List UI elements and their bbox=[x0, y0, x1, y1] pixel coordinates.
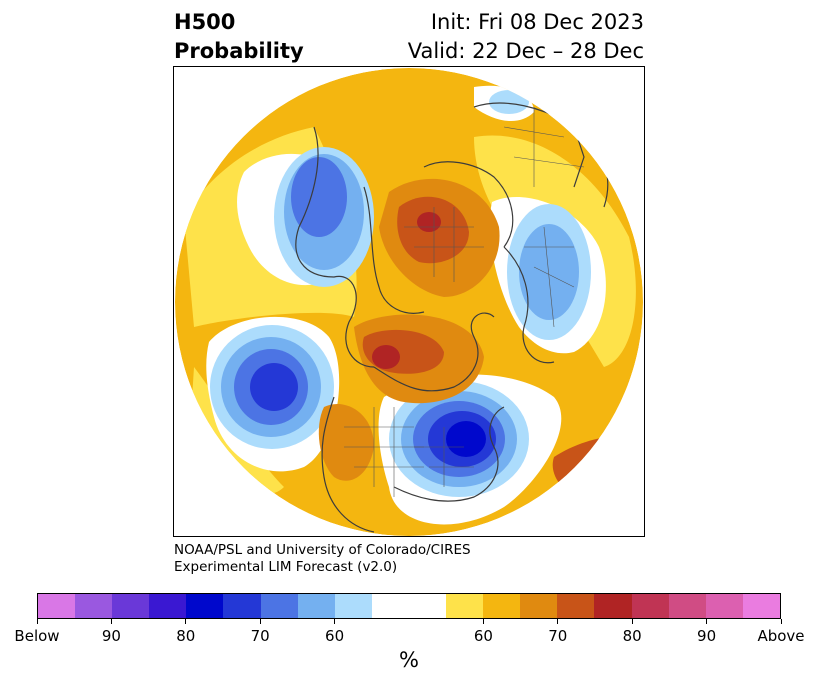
coastlines bbox=[295, 83, 615, 533]
colorbar-above-segment bbox=[483, 594, 521, 618]
below-80-area bbox=[291, 157, 347, 237]
colorbar-above-segment bbox=[594, 594, 632, 618]
credit-text: NOAA/PSL and University of Colorado/CIRE… bbox=[174, 542, 471, 576]
colorbar-above-segment bbox=[446, 594, 484, 618]
colorbar-tick bbox=[36, 619, 38, 624]
above-90-area bbox=[417, 212, 441, 232]
below-max-area bbox=[446, 421, 486, 457]
colorbar-unit: % bbox=[399, 648, 419, 672]
colorbar-above-segment bbox=[557, 594, 595, 618]
colorbar-above-segment bbox=[631, 594, 669, 618]
colorbar-below-segment bbox=[186, 594, 224, 618]
colorbar-below-segment bbox=[297, 594, 335, 618]
colorbar-above-segment bbox=[520, 594, 558, 618]
polar-projection-map bbox=[175, 68, 643, 536]
colorbar-tick bbox=[185, 619, 187, 624]
above-90-area bbox=[372, 345, 400, 369]
map-dates: Init: Fri 08 Dec 2023 Valid: 22 Dec – 28… bbox=[408, 8, 644, 66]
borders bbox=[344, 107, 585, 497]
colorbar-below-segment bbox=[334, 594, 372, 618]
colorbar-below-segment bbox=[112, 594, 150, 618]
below-60-area bbox=[489, 90, 529, 114]
colorbar-below-segment bbox=[75, 594, 113, 618]
probability-map bbox=[173, 66, 645, 537]
colorbar-tick bbox=[110, 619, 112, 624]
colorbar-tick-label: 70 bbox=[548, 627, 568, 645]
colorbar-tick-label: 60 bbox=[325, 627, 345, 645]
colorbar-tick-label: 90 bbox=[101, 627, 121, 645]
colorbar-below-segment bbox=[149, 594, 187, 618]
colorbar-tick-label: 70 bbox=[250, 627, 270, 645]
colorbar-above-segment bbox=[668, 594, 706, 618]
colorbar-tick bbox=[631, 619, 633, 624]
colorbar-above-segment bbox=[705, 594, 743, 618]
colorbar-tick bbox=[780, 619, 782, 624]
above-70-area bbox=[318, 403, 374, 481]
valid-range: Valid: 22 Dec – 28 Dec bbox=[407, 39, 644, 63]
colorbar-tick-label: Above bbox=[757, 627, 805, 645]
colorbar bbox=[37, 593, 781, 619]
credit-line-1: NOAA/PSL and University of Colorado/CIRE… bbox=[174, 542, 471, 558]
colorbar-tick-label: 80 bbox=[622, 627, 642, 645]
colorbar-tick-label: 90 bbox=[697, 627, 717, 645]
map-title: H500 Probability bbox=[174, 8, 304, 66]
colorbar-below-segment bbox=[38, 594, 76, 618]
title-quantity: Probability bbox=[174, 39, 304, 63]
colorbar-tick bbox=[259, 619, 261, 624]
colorbar-tick bbox=[557, 619, 559, 624]
init-date: Init: Fri 08 Dec 2023 bbox=[430, 10, 644, 34]
below-90-area bbox=[250, 363, 298, 411]
colorbar-below-segment bbox=[223, 594, 261, 618]
colorbar-tick bbox=[706, 619, 708, 624]
colorbar-tick-label: 80 bbox=[176, 627, 196, 645]
colorbar-tick-label: Below bbox=[14, 627, 60, 645]
colorbar-below-segment bbox=[260, 594, 298, 618]
colorbar-tick bbox=[334, 619, 336, 624]
colorbar-tick-label: 60 bbox=[473, 627, 493, 645]
colorbar-tick bbox=[482, 619, 484, 624]
colorbar-neutral-segment bbox=[371, 594, 447, 618]
colorbar-above-segment bbox=[742, 594, 780, 618]
title-variable: H500 bbox=[174, 10, 236, 34]
below-70-area bbox=[519, 224, 579, 320]
credit-line-2: Experimental LIM Forecast (v2.0) bbox=[174, 559, 398, 575]
